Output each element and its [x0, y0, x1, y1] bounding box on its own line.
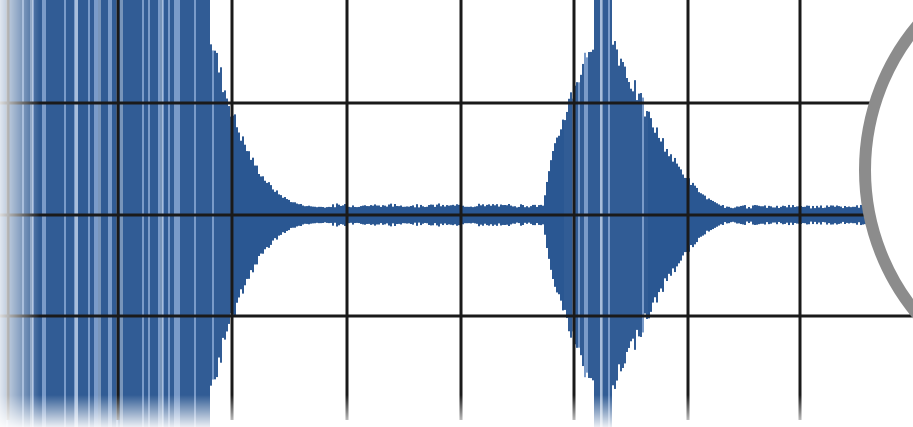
- left-edge-fade: [0, 0, 40, 427]
- magnifier-lens-icon: [859, 21, 913, 319]
- bottom-edge-fade: [0, 395, 913, 427]
